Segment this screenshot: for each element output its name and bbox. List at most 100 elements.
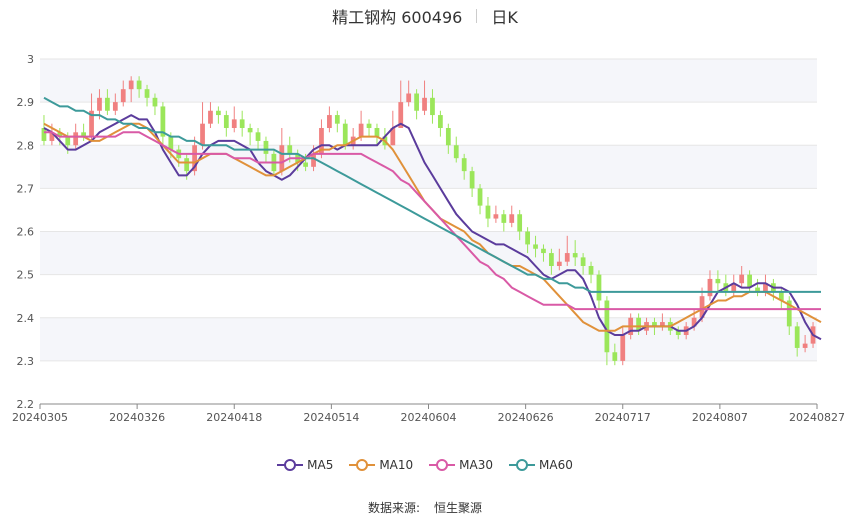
legend-label-ma30: MA30 — [459, 458, 494, 472]
legend-item-ma60[interactable]: MA60 — [509, 458, 573, 472]
candle-body — [525, 231, 530, 245]
y-tick-label: 2.2 — [17, 398, 35, 411]
candle-body — [144, 89, 150, 98]
candle-body — [493, 214, 499, 219]
candle-body — [786, 300, 792, 327]
candle-body — [564, 253, 570, 262]
legend-item-ma5[interactable]: MA5 — [277, 458, 333, 472]
candle-body — [184, 158, 190, 172]
candle-body — [461, 158, 467, 172]
grid-band — [40, 317, 817, 361]
candle-body — [604, 300, 610, 353]
candle-body — [105, 97, 110, 111]
legend-label-ma60: MA60 — [539, 458, 573, 472]
candle-body — [374, 128, 380, 137]
x-tick-label: 20240326 — [109, 411, 165, 424]
candle-body — [136, 80, 142, 90]
candle-body — [160, 106, 166, 137]
candle-body — [112, 102, 118, 111]
y-tick-label: 3 — [27, 53, 34, 66]
y-tick-label: 2.4 — [17, 312, 35, 325]
candle-body — [485, 205, 491, 219]
candle-body — [287, 145, 293, 154]
candle-body — [200, 123, 205, 146]
y-tick-label: 2.6 — [17, 226, 35, 239]
candle-body — [81, 132, 86, 137]
candle-body — [533, 244, 538, 249]
source-label: 数据来源: — [367, 501, 421, 515]
candle-body — [652, 322, 657, 327]
candle-body — [501, 214, 507, 223]
candle-body — [691, 317, 697, 327]
candle-body — [192, 145, 197, 172]
candle-body — [208, 110, 213, 124]
candle-body — [660, 322, 665, 327]
candle-body — [707, 278, 713, 297]
candle-body — [390, 128, 396, 146]
candle-body — [247, 128, 253, 133]
candle-body — [794, 326, 800, 348]
candle-body — [398, 102, 404, 128]
candle-body — [739, 274, 745, 284]
y-tick-label: 2.3 — [17, 355, 35, 368]
candle-body — [517, 214, 523, 232]
candle-body — [802, 343, 808, 348]
candle-body — [453, 145, 459, 159]
candle-body — [620, 335, 626, 361]
candle-body — [763, 283, 768, 292]
legend-swatch-ma30 — [429, 459, 456, 471]
legend-label-ma10: MA10 — [379, 458, 414, 472]
candle-body — [168, 136, 174, 150]
chart-title-row: 精工钢构 600496 日K — [0, 4, 850, 28]
candle-body — [438, 115, 443, 128]
candle-body — [41, 128, 47, 141]
candle-body — [549, 253, 554, 266]
candle-body — [239, 119, 245, 128]
candle-body — [414, 93, 419, 111]
candle-body — [120, 89, 126, 103]
candle-body — [636, 317, 641, 331]
period-label: 日K — [491, 8, 518, 27]
candle-body — [303, 162, 308, 167]
grid-band — [40, 59, 817, 103]
candle-body — [747, 274, 752, 288]
candle-body — [57, 132, 63, 137]
candle-body — [556, 261, 562, 266]
candle-body — [73, 132, 79, 146]
x-tick-label: 20240604 — [401, 411, 457, 424]
grid-band — [40, 145, 817, 189]
ma-line-ma5 — [43, 114, 822, 341]
legend-swatch-ma10 — [349, 459, 376, 471]
candle-body — [223, 115, 229, 128]
legend-label-ma5: MA5 — [307, 458, 334, 472]
candle-body — [358, 123, 364, 137]
legend-item-ma10[interactable]: MA10 — [349, 458, 413, 472]
candle-body — [699, 296, 705, 318]
candle-body — [445, 128, 451, 146]
candle-body — [311, 153, 316, 167]
candle-body — [97, 97, 102, 111]
candle-body — [406, 93, 412, 103]
stock-name: 精工钢构 600496 — [332, 8, 463, 27]
ma-line-ma60 — [43, 96, 821, 293]
title-separator — [476, 9, 478, 23]
candle-body — [334, 115, 340, 124]
x-tick-label: 20240827 — [789, 411, 845, 424]
candle-body — [596, 274, 602, 301]
candle-body — [572, 253, 578, 258]
grid-band — [40, 231, 817, 275]
legend-item-ma30[interactable]: MA30 — [429, 458, 493, 472]
candle-body — [128, 80, 134, 90]
y-tick-label: 2.9 — [17, 96, 35, 109]
x-tick-label: 20240717 — [595, 411, 651, 424]
candle-body — [469, 171, 475, 189]
x-tick-label: 20240418 — [206, 411, 262, 424]
legend-swatch-ma60 — [509, 459, 536, 471]
candle-body — [279, 145, 285, 172]
y-tick-label: 2.8 — [17, 139, 35, 152]
candle-body — [231, 119, 237, 128]
ma-line-ma30 — [44, 131, 821, 311]
candle-body — [612, 352, 618, 361]
candle-body — [422, 97, 427, 111]
